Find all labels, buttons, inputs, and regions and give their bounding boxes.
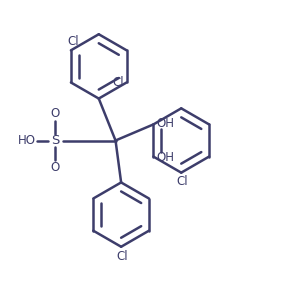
Text: Cl: Cl [67,35,79,48]
Text: Cl: Cl [112,76,124,89]
Text: Cl: Cl [177,175,189,189]
Text: S: S [51,134,60,147]
Text: O: O [51,107,60,120]
Text: OH: OH [156,151,174,164]
Text: O: O [51,161,60,174]
Text: OH: OH [156,117,174,130]
Text: HO: HO [18,134,36,147]
Text: Cl: Cl [117,250,128,263]
